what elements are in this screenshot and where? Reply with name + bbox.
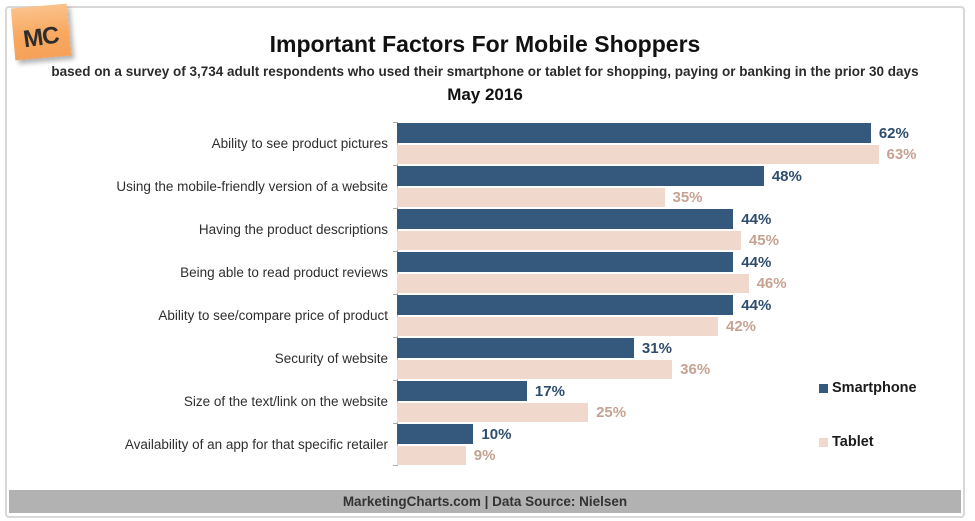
category-label: Size of the text/link on the website [183, 393, 388, 409]
bar-smartphone [397, 295, 734, 315]
chart-title: Important Factors For Mobile Shoppers [269, 31, 701, 57]
smartphone-legend-swatch-icon [819, 383, 828, 393]
bar-group: 62% 63% [397, 123, 932, 164]
bar-tablet [397, 446, 466, 465]
bar-group: 10% 9% [397, 424, 932, 465]
bar-tablet [397, 317, 718, 336]
legend-label-tablet: Tablet [832, 434, 874, 450]
value-label-smartphone: 31% [641, 339, 672, 357]
category-label: Availability of an app for that specific… [124, 436, 388, 452]
category-label: Using the mobile-friendly version of a w… [116, 178, 388, 194]
category-label: Ability to see product pictures [211, 135, 388, 151]
bar-tablet [397, 274, 749, 293]
value-label-smartphone: 17% [534, 382, 565, 400]
bar-group: 44% 46% [397, 252, 932, 293]
chart-row: Ability to see product pictures 62% 63% [7, 122, 963, 165]
bar-smartphone [397, 381, 527, 401]
chart-period: May 2016 [447, 85, 523, 104]
bar-smartphone [397, 424, 474, 444]
value-label-tablet: 45% [748, 232, 779, 249]
bar-group: 44% 45% [397, 209, 932, 250]
bar-group: 44% 42% [397, 295, 932, 336]
category-label: Being able to read product reviews [180, 264, 388, 280]
bar-tablet [397, 145, 879, 164]
attribution-text: MarketingCharts.com | Data Source: Niels… [342, 494, 628, 509]
chart-row: Being able to read product reviews 44% 46% [7, 251, 963, 294]
bar-tablet [397, 231, 741, 250]
chart-row: Using the mobile-friendly version of a w… [7, 165, 963, 208]
chart-subtitle: based on a survey of 3,734 adult respond… [51, 64, 919, 79]
chart-row: Size of the text/link on the website 17% 2… [7, 380, 963, 423]
value-label-smartphone: 44% [741, 253, 772, 271]
legend-entry-smartphone: Smartphone [819, 380, 917, 396]
attribution-bar: MarketingCharts.com | Data Source: Niels… [9, 490, 961, 513]
bar-smartphone [397, 123, 871, 143]
bar-group: 17% 25% [397, 381, 932, 422]
bar-tablet [397, 360, 673, 379]
bar-smartphone [397, 166, 764, 186]
bar-tablet [397, 403, 589, 422]
value-label-tablet: 46% [756, 275, 787, 292]
chart-row: Ability to see/compare price of product 4… [7, 294, 963, 337]
legend-entry-tablet: Tablet [819, 434, 917, 450]
value-label-tablet: 35% [672, 189, 703, 206]
value-label-smartphone: 48% [771, 167, 802, 185]
marketingcharts-logo-text: MC [21, 21, 61, 54]
value-label-tablet: 25% [596, 404, 627, 421]
legend-label-smartphone: Smartphone [832, 380, 917, 396]
chart-row: Having the product descriptions 44% 45% [7, 208, 963, 251]
bar-group: 31% 36% [397, 338, 932, 379]
value-label-tablet: 63% [886, 146, 917, 163]
category-label: Having the product descriptions [198, 221, 388, 237]
bar-group: 48% 35% [397, 166, 932, 207]
tablet-legend-swatch-icon [819, 437, 828, 447]
marketingcharts-logo: MC [10, 3, 72, 61]
chart-header: Important Factors For Mobile Shoppers ba… [7, 8, 963, 106]
value-label-tablet: 42% [726, 318, 757, 335]
category-label: Security of website [274, 350, 388, 366]
chart-rows: Ability to see product pictures 62% 63% Usi… [7, 122, 963, 466]
bar-smartphone [397, 252, 734, 272]
chart-row: Security of website 31% 36% [7, 337, 963, 380]
category-label: Ability to see/compare price of product [158, 307, 388, 323]
value-label-smartphone: 62% [878, 124, 909, 142]
bar-smartphone [397, 209, 734, 229]
value-label-tablet: 9% [473, 447, 496, 464]
bar-tablet [397, 188, 665, 207]
chart-frame: Important Factors For Mobile Shoppers ba… [5, 6, 965, 518]
value-label-tablet: 36% [680, 361, 711, 378]
chart-row: Availability of an app for that specific… [7, 423, 963, 466]
value-label-smartphone: 10% [481, 425, 512, 443]
value-label-smartphone: 44% [741, 296, 772, 314]
value-label-smartphone: 44% [741, 210, 772, 228]
bar-smartphone [397, 338, 634, 358]
chart-legend: Smartphone Tablet [819, 380, 917, 488]
